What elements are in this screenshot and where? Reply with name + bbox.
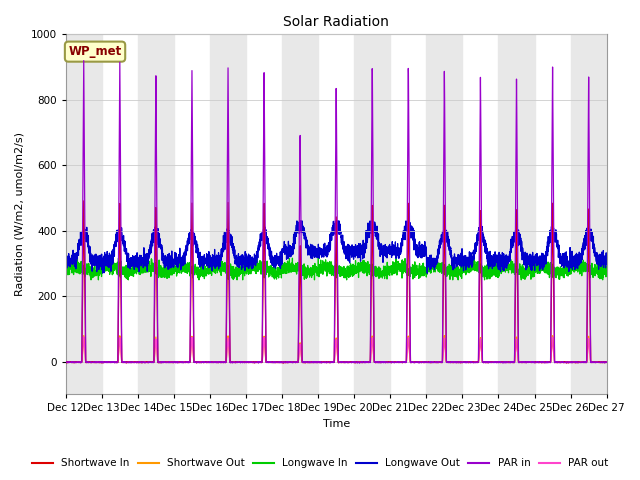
Title: Solar Radiation: Solar Radiation (284, 15, 389, 29)
Bar (354, 35, 390, 395)
Bar (282, 35, 318, 395)
Bar (571, 35, 607, 395)
Bar (499, 35, 534, 395)
Bar (426, 35, 463, 395)
Bar (138, 35, 174, 395)
Y-axis label: Radiation (W/m2, umol/m2/s): Radiation (W/m2, umol/m2/s) (15, 132, 25, 296)
Bar (66, 35, 102, 395)
Bar (210, 35, 246, 395)
X-axis label: Time: Time (323, 419, 350, 429)
Text: WP_met: WP_met (68, 45, 122, 58)
Legend: Shortwave In, Shortwave Out, Longwave In, Longwave Out, PAR in, PAR out: Shortwave In, Shortwave Out, Longwave In… (28, 454, 612, 472)
